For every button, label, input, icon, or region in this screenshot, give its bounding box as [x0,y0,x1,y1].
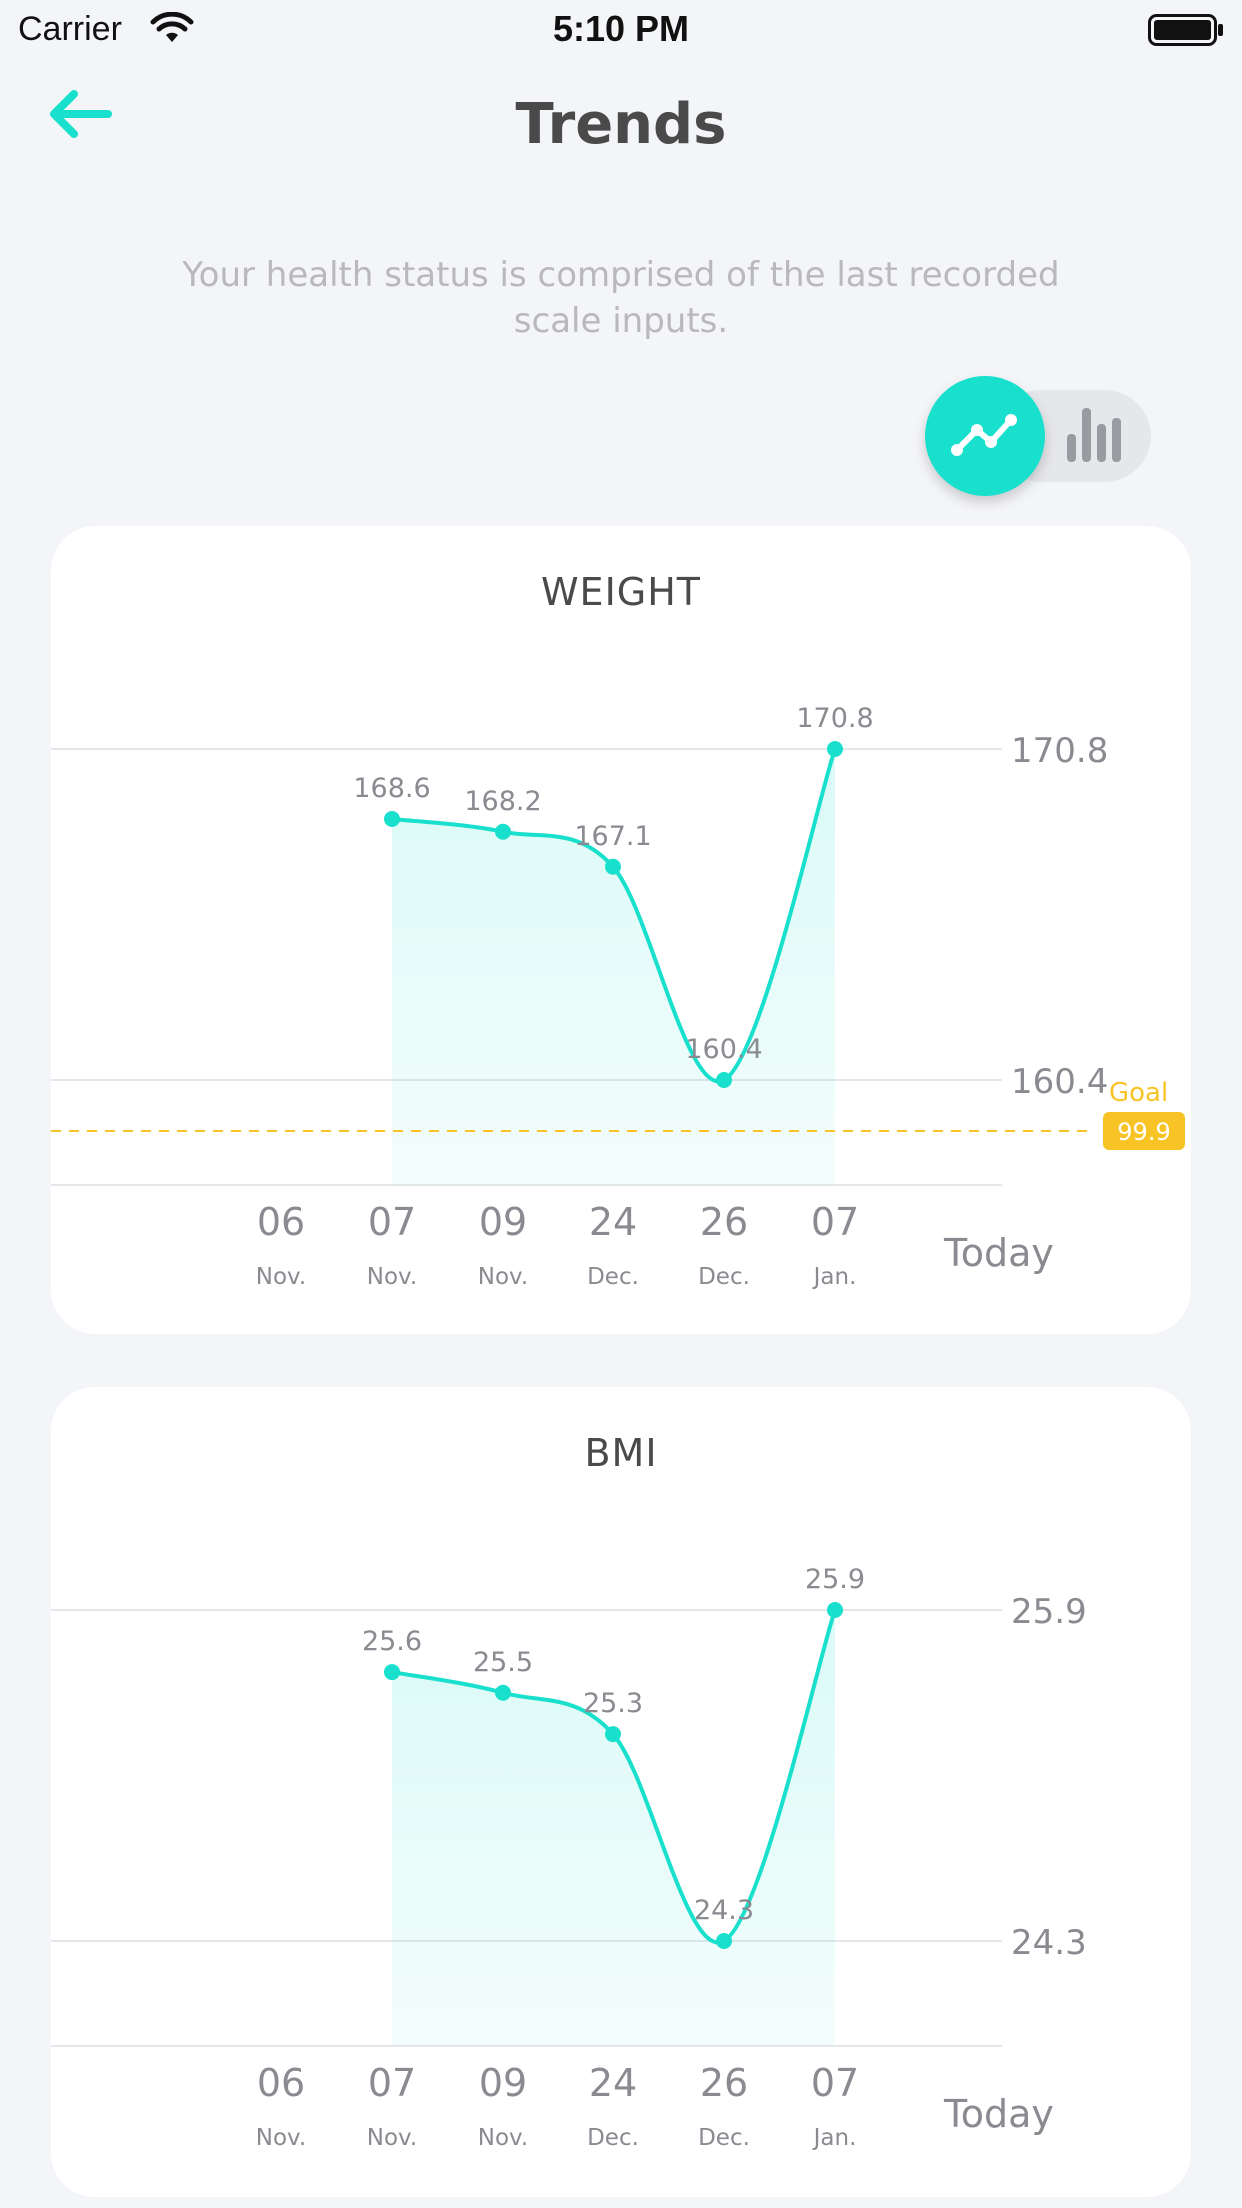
weight-chart: 170.8 160.4 168.6 168.2 167.1 160.4 170.8 Goal 9… [51,703,1185,1290]
data-point [495,823,511,840]
x-tick-month: Nov. [256,2125,306,2151]
data-point [605,858,621,875]
wifi-icon [150,12,194,42]
x-tick-day: 09 [479,2061,527,2105]
x-tick-day: 24 [589,2061,637,2105]
goal-label: Goal [1109,1078,1168,1108]
data-label: 168.2 [464,786,541,817]
x-tick-month: Dec. [587,2125,639,2151]
data-label: 25.6 [362,1626,422,1657]
x-tick-month: Dec. [698,2125,750,2151]
data-point [495,1684,511,1701]
x-tick-day: 07 [368,1200,416,1244]
x-tick-day: 24 [589,1200,637,1244]
data-point [384,1664,400,1681]
carrier-label: Carrier [18,10,122,48]
y-tick-label: 24.3 [1011,1923,1087,1963]
line-chart-icon [951,414,1017,456]
data-label: 24.3 [694,1895,754,1926]
goal-value: 99.9 [1117,1118,1170,1146]
x-today-label: Today [943,2092,1054,2136]
goal-badge [1103,1112,1185,1150]
series-area [392,749,835,1185]
data-label: 168.6 [353,773,430,804]
x-tick-month: Dec. [698,1264,750,1290]
bmi-chart-card: BMI 25.9 24.3 25.6 25.5 25.3 24.3 25.9 06 Nov. 07… [51,1387,1191,2197]
data-label: 25.9 [805,1564,865,1595]
data-point [827,1602,843,1618]
y-tick-label: 170.8 [1011,731,1108,771]
status-time: 5:10 PM [552,8,690,49]
x-tick-day: 07 [368,2061,416,2105]
x-today-label: Today [943,1231,1054,1275]
y-tick-label: 25.9 [1011,1592,1087,1632]
x-tick-month: Jan. [812,2125,857,2151]
x-tick-day: 26 [700,2061,748,2105]
data-point [716,1933,732,1949]
x-tick-day: 07 [811,2061,859,2105]
data-point [605,1726,621,1743]
page-title: Trends [515,92,727,157]
x-tick-month: Dec. [587,1264,639,1290]
bmi-chart: 25.9 24.3 25.6 25.5 25.3 24.3 25.9 06 Nov. 07 Nov.… [51,1564,1087,2151]
x-tick-month: Nov. [367,2125,417,2151]
battery-icon [1148,14,1223,46]
status-bar: Carrier 5:10 PM [0,0,1242,60]
x-tick-day: 06 [257,1200,305,1244]
bar-chart-icon[interactable] [1063,404,1125,464]
line-chart-toggle-button[interactable] [925,376,1045,496]
x-tick-month: Nov. [478,2125,528,2151]
arrow-left-icon[interactable] [44,86,116,142]
weight-chart-card: WEIGHT 170.8 160.4 168.6 168.2 167.1 160.4 170… [51,526,1191,1334]
series-area [392,1610,835,2046]
data-label: 167.1 [574,821,651,852]
x-tick-day: 26 [700,1200,748,1244]
y-tick-label: 160.4 [1011,1062,1108,1102]
x-tick-day: 09 [479,1200,527,1244]
bmi-chart-title: BMI [584,1431,658,1475]
chart-view-toggle[interactable] [925,376,1155,496]
x-tick-month: Nov. [478,1264,528,1290]
x-tick-day: 07 [811,1200,859,1244]
x-tick-month: Jan. [812,1264,857,1290]
data-label: 160.4 [685,1034,762,1065]
data-label: 25.3 [583,1688,643,1719]
data-point [827,741,843,757]
x-tick-day: 06 [257,2061,305,2105]
health-status-description: Your health status is comprised of the l… [182,255,1060,341]
weight-chart-title: WEIGHT [540,570,702,614]
data-point [716,1072,732,1088]
data-label: 170.8 [796,703,873,734]
x-tick-month: Nov. [367,1264,417,1290]
data-label: 25.5 [473,1647,533,1678]
data-point [384,811,400,828]
x-tick-month: Nov. [256,1264,306,1290]
